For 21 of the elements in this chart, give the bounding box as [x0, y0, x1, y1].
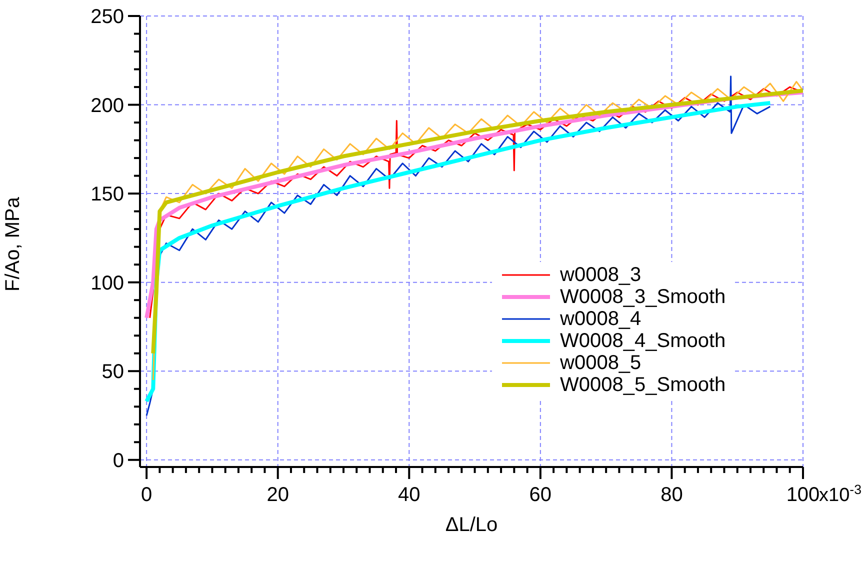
- x-tick-label: 80: [660, 484, 683, 506]
- x-tick-label: 0: [141, 484, 152, 506]
- x-tick-label: 100: [786, 484, 820, 506]
- y-tick-label: 200: [90, 94, 124, 117]
- text: x10$^{-3}$: [819, 482, 862, 506]
- y-tick-label: 100: [90, 272, 124, 294]
- y-tick-label: 150: [90, 184, 124, 206]
- legend-label: w0008_4: [560, 308, 642, 330]
- legend-label: w0008_5: [560, 352, 642, 374]
- x-axis-title: ΔL/Lo: [445, 514, 498, 536]
- legend-label: W0008_4_Smooth: [560, 330, 726, 352]
- x-tick-label: 20: [266, 484, 289, 506]
- y-tick-label: 0: [112, 450, 124, 472]
- y-axis-title: F/Ao, MPa: [2, 196, 24, 292]
- x-tick-label: 40: [398, 484, 420, 506]
- y-tick-label: 250: [90, 6, 124, 28]
- legend-label: W0008_5_Smooth: [560, 374, 726, 396]
- x-tick-label: 60: [529, 484, 552, 506]
- legend-label: W0008_3_Smooth: [560, 286, 726, 308]
- y-tick-label: 50: [102, 361, 124, 384]
- legend-label: w0008_3: [560, 264, 642, 286]
